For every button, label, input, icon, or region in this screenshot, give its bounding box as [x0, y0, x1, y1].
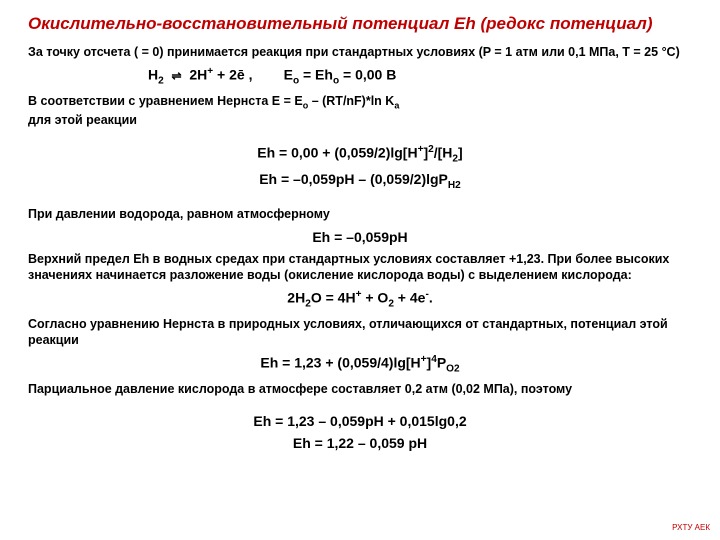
page-title: Окислительно-восстановительный потенциал… [28, 14, 692, 34]
footer-credit: РХТУ АЕК [672, 523, 710, 532]
natural-cond-paragraph: Согласно уравнению Нернста в природных у… [28, 316, 692, 349]
equation-eh-1: Eh = 0,00 + (0,059/2)lg[H+]2/[H2] [28, 144, 692, 164]
atm-paragraph: При давлении водорода, равном атмосферно… [28, 206, 692, 222]
equation-eh-6: Eh = 1,22 – 0,059 pH [28, 435, 692, 451]
equation-eh-3: Eh = –0,059pH [28, 229, 692, 245]
intro-paragraph: За точку отсчета ( = 0) принимается реак… [28, 44, 692, 60]
equation-water-decomp: 2H2O = 4H+ + O2 + 4e-. [28, 289, 692, 309]
equilibrium-arrow: ⇌ [172, 73, 182, 79]
equation-h2-dissoc: H2 ⇌ 2H+ + 2ē , Eo = Eho = 0,00 В [28, 66, 692, 86]
partial-pressure-paragraph: Парциальное давление кислорода в атмосфе… [28, 381, 692, 397]
equation-eh-4: Eh = 1,23 + (0,059/4)lg[H+]4PO2 [28, 354, 692, 374]
equation-eh-2: Eh = –0,059pH – (0,059/2)lgPH2 [28, 171, 692, 191]
upper-limit-paragraph: Верхний предел Eh в водных средах при ст… [28, 251, 692, 284]
nernst-paragraph: В соответствии с уравнением Нернста E = … [28, 93, 692, 128]
equation-eh-5: Eh = 1,23 – 0,059pH + 0,015lg0,2 [28, 413, 692, 429]
